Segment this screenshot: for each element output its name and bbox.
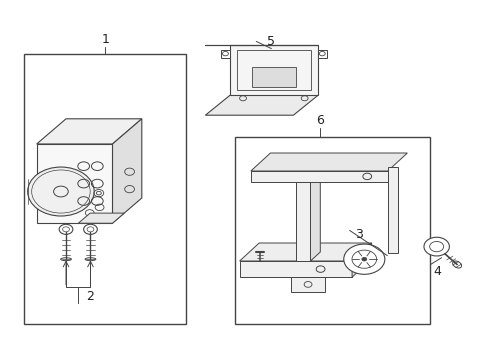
Circle shape [83, 224, 97, 234]
Bar [251, 67, 295, 87]
Bar [387, 167, 397, 253]
Bar [24, 54, 185, 324]
Text: 6: 6 [316, 114, 324, 127]
Text: 2: 2 [86, 291, 94, 303]
Circle shape [59, 224, 73, 234]
Polygon shape [205, 95, 317, 115]
Polygon shape [250, 153, 407, 171]
Polygon shape [37, 119, 142, 144]
Ellipse shape [85, 258, 96, 261]
Bar [234, 137, 429, 324]
Polygon shape [112, 119, 142, 223]
Bar [37, 144, 112, 223]
Bar [239, 261, 351, 277]
Bar [229, 45, 317, 95]
Text: 3: 3 [355, 228, 363, 240]
Circle shape [423, 237, 448, 256]
Circle shape [343, 244, 384, 274]
Polygon shape [239, 243, 371, 261]
Text: 5: 5 [267, 35, 275, 48]
Polygon shape [295, 173, 320, 182]
Bar [290, 277, 325, 292]
Text: 1: 1 [101, 33, 109, 46]
Ellipse shape [61, 258, 71, 261]
Bar [237, 50, 310, 90]
Polygon shape [351, 243, 371, 277]
Text: 4: 4 [433, 265, 441, 278]
Bar [221, 50, 229, 58]
Bar [317, 50, 326, 58]
Circle shape [361, 257, 366, 261]
Bar [295, 182, 310, 261]
Polygon shape [78, 213, 124, 223]
Bar [250, 171, 387, 182]
Circle shape [28, 167, 94, 216]
Polygon shape [310, 173, 320, 261]
Ellipse shape [452, 261, 461, 268]
